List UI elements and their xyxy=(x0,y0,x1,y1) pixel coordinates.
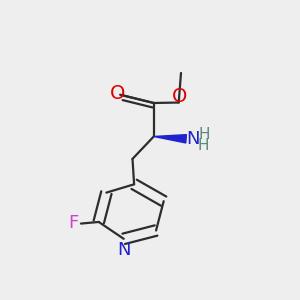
Text: F: F xyxy=(68,214,78,232)
Text: N: N xyxy=(117,241,130,259)
Text: H: H xyxy=(197,138,209,153)
Text: O: O xyxy=(172,87,187,106)
Text: N: N xyxy=(187,130,200,148)
Polygon shape xyxy=(154,135,186,143)
Text: O: O xyxy=(110,84,125,103)
Text: H: H xyxy=(199,127,210,142)
